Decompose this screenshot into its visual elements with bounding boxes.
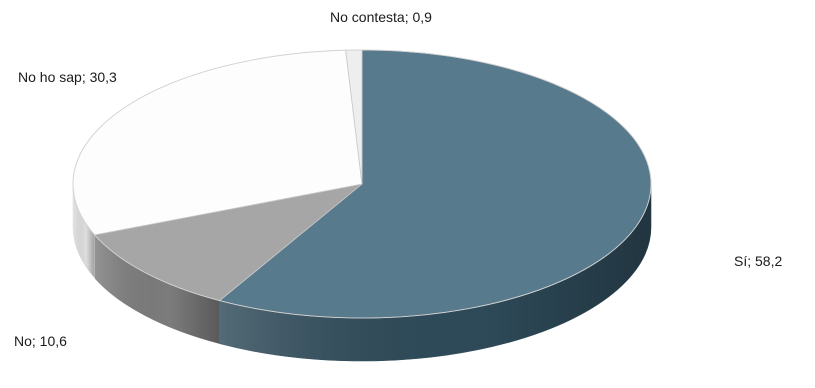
pie-slice-side-shading-0 [219,184,651,361]
pie-top-faces [72,49,652,319]
pie-top-outline [72,49,652,319]
pie-label-1: No; 10,6 [14,333,67,349]
pie-slice-side-shading-1 [94,234,220,344]
pie-edge-lines [72,49,652,319]
pie-label-2: No ho sap; 30,3 [18,69,117,85]
pie-slice-side-shading-2 [73,184,95,278]
pie-side-walls [72,183,652,362]
pie-label-0: Sí; 58,2 [734,253,782,269]
pie-label-3: No contesta; 0,9 [330,9,432,25]
pie-data-labels: Sí; 58,2 No; 10,6 No ho sap; 30,3 No contes… [14,9,782,349]
